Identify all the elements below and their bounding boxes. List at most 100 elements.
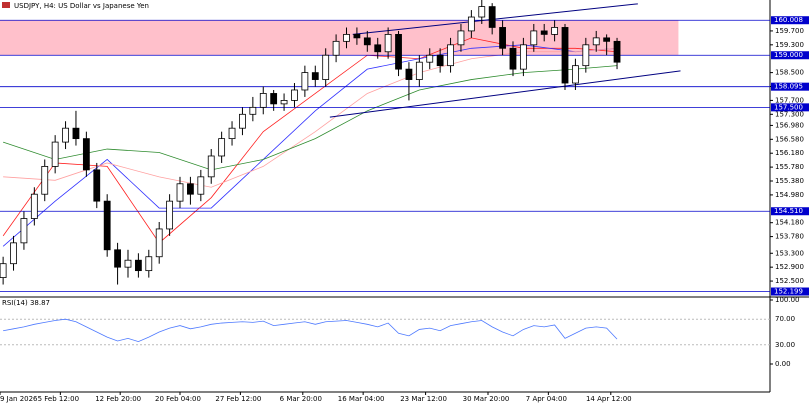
candle-body — [280, 100, 288, 105]
y-tick-label: 153.780 — [775, 233, 804, 241]
candle-body — [291, 89, 298, 101]
y-tick-label: 155.780 — [775, 163, 804, 171]
candle-body — [322, 54, 330, 80]
y-tick-label: 153.300 — [775, 249, 804, 257]
candle-body — [301, 72, 309, 91]
candle-body — [249, 106, 257, 115]
candle-body — [134, 259, 142, 272]
candle-body — [353, 33, 361, 39]
x-tick-label: 27 Feb 12:00 — [215, 395, 261, 403]
level-label: 159.000 — [774, 51, 803, 59]
symbol-icon — [2, 2, 10, 8]
y-tick-label: 100.00 — [775, 296, 800, 304]
candle-body — [415, 61, 423, 80]
candle-body — [207, 155, 215, 178]
candle-body — [343, 33, 350, 42]
x-tick-label: 16 Mar 04:00 — [338, 395, 385, 403]
candle-body — [395, 33, 402, 70]
level-label-box — [771, 16, 809, 25]
candle-body — [155, 228, 163, 258]
candle-body — [218, 138, 226, 157]
candle-body — [228, 127, 236, 140]
candle-body — [166, 200, 174, 230]
y-tick-label: 158.500 — [775, 69, 804, 77]
level-label: 158.095 — [774, 83, 803, 91]
x-tick-label: 6 Mar 20:00 — [280, 395, 322, 403]
level-label: 154.510 — [774, 207, 803, 215]
level-label: 152.199 — [774, 288, 803, 296]
candle-body — [187, 183, 194, 195]
candle-body — [519, 44, 527, 70]
candle-body — [530, 30, 538, 46]
candle-body — [62, 127, 69, 143]
x-tick-label: 14 Apr 12:00 — [586, 395, 632, 403]
level-label: 157.500 — [774, 103, 803, 111]
y-tick-label: 154.980 — [775, 191, 804, 199]
y-tick-label: 159.300 — [775, 41, 804, 49]
candle-body — [467, 16, 475, 32]
candle-body — [20, 218, 28, 244]
candle-body — [197, 176, 205, 195]
candle-body — [551, 27, 559, 35]
level-label-box — [771, 287, 809, 296]
candle-body — [270, 93, 278, 105]
candle-body — [103, 200, 111, 251]
candle-body — [124, 259, 132, 268]
candle-body — [384, 33, 392, 53]
y-tick-label: 156.180 — [775, 149, 804, 157]
candle-body — [145, 256, 153, 272]
y-tick-label: 30.00 — [775, 341, 795, 349]
candle-body — [82, 138, 90, 171]
candle-body — [311, 72, 319, 80]
level-label-box — [771, 82, 809, 91]
y-tick-label: 157.700 — [775, 96, 804, 104]
rsi-line — [3, 318, 618, 343]
candle-body — [478, 6, 486, 18]
candle-body — [499, 27, 506, 49]
candle-body — [10, 242, 17, 265]
level-label-box — [771, 103, 809, 112]
candle-body — [405, 68, 413, 80]
candle-body — [332, 40, 340, 56]
candle-body — [259, 93, 267, 108]
candle-body — [72, 127, 80, 140]
candle-body — [561, 27, 569, 84]
y-tick-label: 152.500 — [775, 277, 804, 285]
y-tick-label: 156.580 — [775, 135, 804, 143]
y-tick-label: 159.700 — [775, 27, 804, 35]
level-label: 160.008 — [774, 16, 803, 24]
y-tick-label: 70.00 — [775, 315, 795, 323]
candle-body — [51, 141, 59, 167]
x-tick-label: 12 Feb 20:00 — [95, 395, 141, 403]
candle-body — [436, 54, 444, 67]
candle-body — [603, 37, 611, 42]
y-tick-label: 152.900 — [775, 263, 804, 271]
candle-body — [239, 113, 246, 129]
candle-body — [488, 6, 496, 28]
x-tick-label: 9 Jan 2026 — [0, 395, 38, 403]
candle-body — [582, 44, 590, 67]
y-tick-label: 154.180 — [775, 219, 804, 227]
candle-body — [30, 193, 38, 219]
candle-body — [0, 263, 7, 278]
trendline — [329, 70, 681, 118]
y-tick-label: 156.980 — [775, 121, 804, 129]
y-tick-label: 0.00 — [775, 360, 791, 368]
x-tick-label: 30 Mar 20:00 — [463, 395, 510, 403]
x-tick-label: 20 Feb 04:00 — [155, 395, 201, 403]
x-tick-label: 7 Apr 04:00 — [526, 395, 567, 403]
candle-body — [447, 44, 454, 67]
candle-body — [93, 169, 101, 202]
candle-body — [176, 183, 184, 202]
x-tick-label: 5 Feb 12:00 — [38, 395, 79, 403]
chart-title: USDJPY, H4: US Dollar vs Japanese Yen — [14, 2, 149, 10]
candle-body — [374, 44, 382, 53]
x-tick-label: 23 Mar 12:00 — [400, 395, 447, 403]
level-label-box — [771, 51, 809, 60]
y-tick-label: 155.380 — [775, 177, 804, 185]
rsi-title: RSI(14) 38.87 — [2, 299, 50, 307]
candle-body — [592, 37, 600, 46]
candle-body — [426, 54, 434, 63]
